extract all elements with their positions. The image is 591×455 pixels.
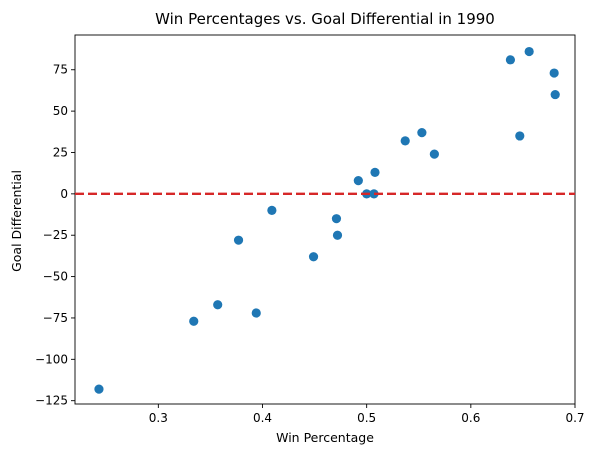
data-point <box>308 252 319 262</box>
data-point <box>189 316 199 326</box>
data-point <box>353 176 363 186</box>
data-point <box>550 89 560 100</box>
y-axis-label: Goal Differential <box>9 170 24 272</box>
data-point <box>332 230 343 240</box>
data-point <box>515 131 525 141</box>
data-point <box>251 308 261 318</box>
plot-frame <box>74 34 576 405</box>
x-tick-label: 0.6 <box>461 411 480 425</box>
data-point <box>213 300 223 310</box>
data-point <box>94 384 104 394</box>
y-tick-label: 75 <box>53 63 68 77</box>
data-point <box>524 46 534 57</box>
data-points <box>75 46 575 394</box>
x-tick-label: 0.7 <box>565 411 584 425</box>
data-point <box>331 214 342 224</box>
y-tick-label: −50 <box>43 270 68 284</box>
x-tick-label: 0.5 <box>357 411 376 425</box>
data-point <box>233 235 244 245</box>
x-tick-label: 0.3 <box>149 411 168 425</box>
data-point <box>417 128 427 138</box>
y-tick-label: 50 <box>53 104 68 118</box>
y-tick-label: −125 <box>35 394 68 408</box>
y-tick-label: 25 <box>53 145 68 159</box>
data-point <box>369 189 379 199</box>
data-point <box>549 68 559 78</box>
y-tick-label: −75 <box>43 311 68 325</box>
data-point <box>370 167 380 177</box>
x-tick-label: 0.4 <box>253 411 272 425</box>
data-point <box>400 136 410 146</box>
chart-title: Win Percentages vs. Goal Differential in… <box>155 10 495 28</box>
x-axis-label: Win Percentage <box>276 430 374 445</box>
data-point <box>505 55 516 65</box>
y-tick-label: 0 <box>60 187 68 201</box>
y-tick-label: −100 <box>35 352 68 366</box>
data-point <box>429 149 439 159</box>
y-tick-label: −25 <box>43 228 68 242</box>
data-point <box>267 205 277 215</box>
plot-axes: 0.3 0.4 0.5 0.6 0.7 −125 −100 −75 −50 −25 0 25 50 75 <box>35 34 585 425</box>
